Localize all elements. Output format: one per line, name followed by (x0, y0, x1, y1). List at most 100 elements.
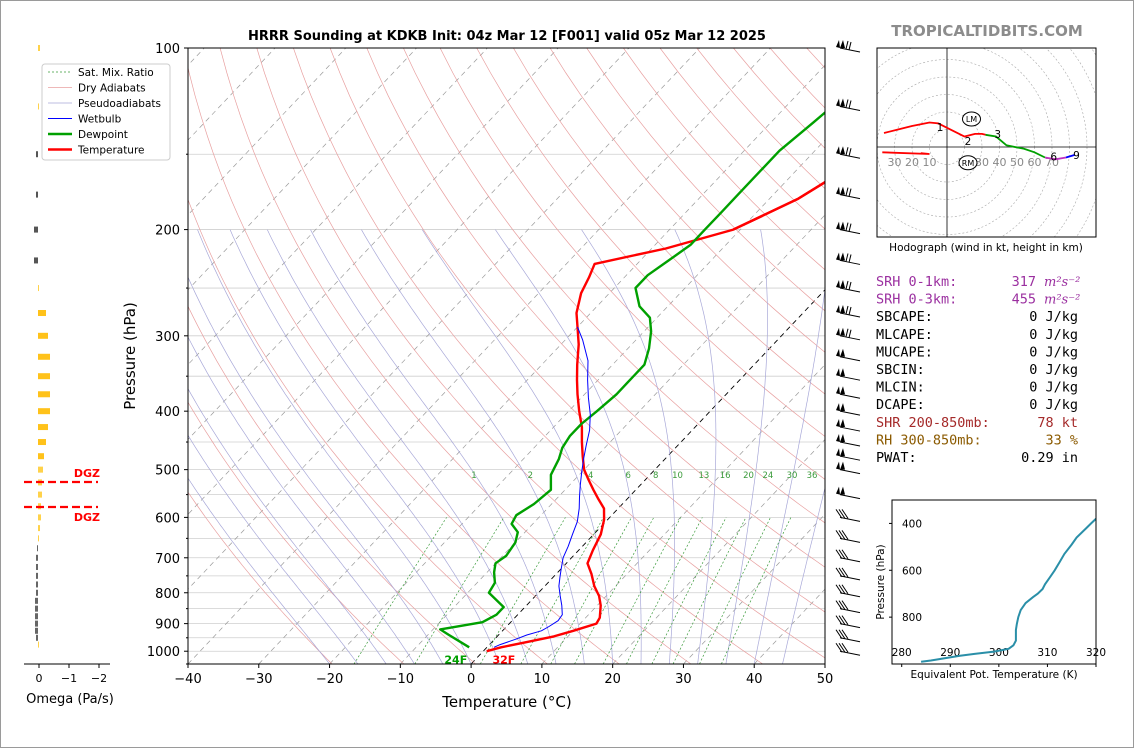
wind-barb (836, 486, 861, 500)
mixing-ratio-label: 1 (471, 471, 476, 481)
omega-bar (38, 641, 39, 648)
dry-adiabat (188, 401, 405, 664)
index-value: 455 (1012, 292, 1036, 308)
mixing-ratio-label: 4 (588, 471, 593, 481)
omega-axis-label: Omega (Pa/s) (26, 692, 114, 707)
theta-e-y-tick-label: 800 (902, 612, 922, 624)
index-value: 0 J/kg (1029, 344, 1078, 360)
skewt-axes-frame (187, 47, 826, 665)
index-label: PWAT: (876, 450, 917, 466)
omega-bar (38, 103, 39, 110)
omega-bar (35, 605, 38, 612)
omega-bar (38, 310, 46, 317)
y-tick-label: 1000 (147, 645, 180, 660)
pseudoadiabat (188, 477, 330, 664)
dry-adiabat (403, 48, 825, 524)
omega-bar (36, 634, 38, 641)
dry-adiabat (188, 198, 548, 664)
legend-label: Pseudoadiabats (78, 98, 161, 110)
dgz-label: DGZ (74, 467, 100, 480)
y-tick-label: 700 (155, 552, 180, 567)
pseudoadiabat (495, 229, 642, 664)
mixing-ratio-label: 20 (743, 471, 754, 481)
wind-barb (836, 186, 861, 200)
theta-e-x-tick-label: 310 (1037, 647, 1057, 659)
y-axis-label: Pressure (hPa) (121, 302, 139, 410)
theta-e-y-label: Pressure (hPa) (875, 544, 887, 619)
wind-barb (836, 386, 861, 399)
mixing-ratio-label: 6 (625, 471, 630, 481)
legend-label: Temperature (77, 145, 145, 157)
isotherm (188, 48, 347, 216)
wind-barbs (835, 40, 861, 656)
mixing-ratio-line (550, 517, 632, 664)
omega-bar (38, 332, 48, 339)
dry-adiabat (256, 48, 763, 664)
omega-bar (36, 589, 38, 596)
theta-e-frame (891, 499, 1097, 665)
pseudoadiabat (581, 229, 675, 664)
mixing-ratio-label: 16 (720, 471, 731, 481)
index-row: MUCAPE: 0 J/kg (876, 344, 1078, 360)
omega-bar (38, 439, 46, 446)
hodograph-marker-lm: LM (962, 111, 981, 127)
legend: Sat. Mix. Ratio Dry Adiabats Pseudoadiabat… (41, 63, 171, 161)
wind-barb (835, 615, 861, 629)
index-row: SBCIN: 0 J/kg (876, 362, 1078, 378)
isotherm (188, 48, 559, 440)
index-unit: m²s⁻² (1044, 293, 1080, 308)
skewt-axes: −40 −30 −20 −10 0 10 20 30 40 50 100 200 300 400 500 60… (147, 42, 833, 687)
omega-bar (38, 525, 40, 532)
isotherm (188, 48, 488, 366)
isotherm (188, 48, 700, 590)
omega-bar (38, 424, 48, 431)
index-value: 317 (1012, 274, 1036, 290)
index-label: SHR 200-850mb: (876, 415, 990, 431)
mixing-ratio-line (721, 517, 792, 664)
index-label: RH 300-850mb: (876, 432, 982, 448)
dry-adiabat (188, 66, 620, 664)
hodograph-ring-label: 30 (888, 156, 902, 169)
y-tick-label: 900 (155, 618, 180, 633)
hodograph-title: Hodograph (wind in kt, height in km) (889, 242, 1083, 254)
hodograph-marker-rm: RM (958, 155, 978, 171)
x-tick-label: −20 (316, 672, 343, 687)
pseudoadiabat (421, 229, 614, 664)
y-tick-label: 100 (155, 42, 180, 57)
isotherm (329, 139, 825, 664)
x-tick-label: 30 (675, 672, 692, 687)
omega-tick-label: −1 (61, 672, 77, 685)
isotherm (400, 214, 825, 664)
omega-bar (35, 613, 38, 620)
omega-bar (35, 627, 38, 634)
omega-tick-label: −2 (91, 672, 107, 685)
theta-e-x-label: Equivalent Pot. Temperature (K) (910, 669, 1077, 681)
omega-bar (38, 514, 41, 521)
mixing-ratio-line (672, 517, 747, 664)
wind-barb (836, 434, 861, 447)
mixing-ratio-line (626, 517, 703, 664)
surface-temperature-label: 32F (492, 653, 515, 666)
pseudoadiabat (197, 229, 472, 664)
hodograph-ring-label: 40 (993, 156, 1007, 169)
omega-bar (36, 563, 38, 570)
mixing-ratio-line (602, 517, 681, 664)
theta-e-y-tick-label: 600 (902, 565, 922, 577)
dry-adiabat (549, 48, 825, 353)
index-row: SHR 200-850mb: 78 kt (876, 415, 1078, 431)
temperature-profile (486, 180, 825, 653)
wind-barb (835, 642, 861, 656)
wind-barb (835, 600, 861, 614)
mixing-ratio-line (353, 517, 447, 664)
mixing-ratio-label: 30 (787, 471, 798, 481)
x-axis-label: Temperature (°C) (441, 693, 571, 711)
mixing-ratio-label: 24 (762, 471, 773, 481)
omega-bar (38, 466, 43, 473)
omega-bar (38, 491, 42, 498)
wind-barb (836, 327, 861, 341)
dry-adiabat (219, 48, 692, 664)
index-label: SRH 0-1km: (876, 274, 957, 290)
omega-tick-label: 0 (36, 672, 43, 685)
mixing-ratio-line (520, 517, 604, 664)
